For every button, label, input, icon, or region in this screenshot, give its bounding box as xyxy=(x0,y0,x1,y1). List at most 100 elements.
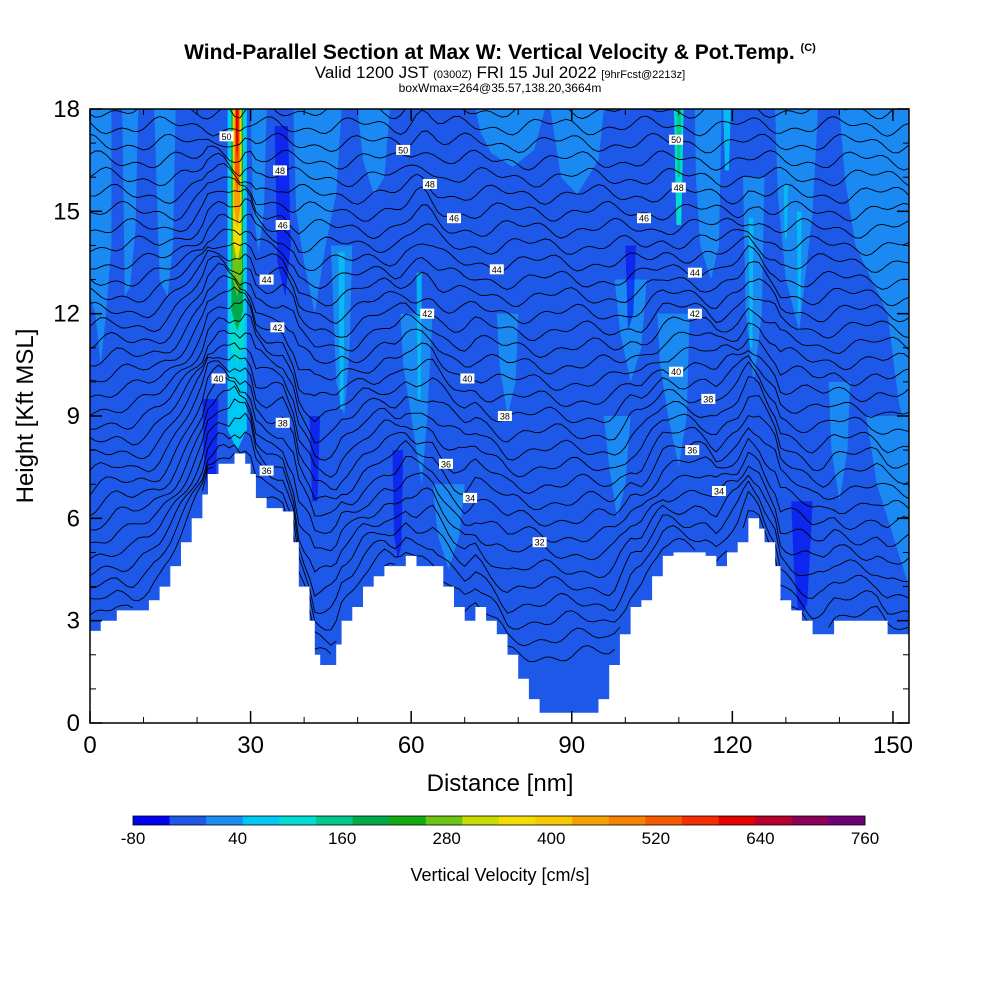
contour-label: 40 xyxy=(211,373,226,384)
light-blue-patch xyxy=(357,109,390,195)
contour-label: 40 xyxy=(669,366,684,377)
contour-label-text: 44 xyxy=(262,275,272,285)
colorbar-swatch xyxy=(682,816,719,825)
contour-label: 44 xyxy=(259,274,274,285)
updraft-column xyxy=(783,184,789,239)
contour-label: 44 xyxy=(687,267,702,278)
pot-temp-isoline xyxy=(90,466,909,647)
x-tick-label: 30 xyxy=(237,732,264,759)
pot-temp-isoline xyxy=(90,145,909,171)
pot-temp-isoline xyxy=(90,76,909,102)
light-blue-patch xyxy=(400,313,433,485)
colorbar-swatch xyxy=(389,816,427,825)
colorbar-tick-label: 400 xyxy=(537,829,565,848)
pot-temp-isoline xyxy=(90,298,909,408)
colorbar-swatch xyxy=(645,816,683,825)
contour-label: 42 xyxy=(687,308,702,319)
contour-label: 38 xyxy=(497,411,512,422)
pot-temp-isoline xyxy=(90,364,909,511)
contour-label-text: 48 xyxy=(674,183,684,193)
pot-temp-isoline xyxy=(90,431,909,597)
pot-temp-isoline xyxy=(90,385,909,543)
contour-label: 44 xyxy=(489,264,504,275)
y-tick-label: 18 xyxy=(53,96,80,123)
contour-label-text: 38 xyxy=(703,394,713,404)
terrain-fill xyxy=(90,453,909,723)
y-tick-label: 0 xyxy=(67,710,80,737)
valid-time-line: Valid 1200 JST (0300Z) FRI 15 Jul 2022 [… xyxy=(0,63,1000,83)
contour-label: 46 xyxy=(275,220,290,231)
light-blue-patch xyxy=(839,109,909,451)
colorbar-swatch xyxy=(242,816,280,825)
colorbar-tick-label: 640 xyxy=(746,829,774,848)
x-tick-label: 60 xyxy=(398,732,425,759)
contour-label: 50 xyxy=(219,131,234,142)
pot-temp-isoline xyxy=(90,262,909,358)
pot-temp-isoline xyxy=(90,313,909,424)
contour-label-text: 48 xyxy=(425,180,435,190)
colorbar-tick-label: 40 xyxy=(228,829,247,848)
colorbar-swatch xyxy=(718,816,756,825)
colorbar-swatch xyxy=(206,816,244,825)
contour-label: 50 xyxy=(669,134,684,145)
contour-label: 48 xyxy=(671,182,686,193)
updraft-column xyxy=(748,218,754,348)
light-blue-patch xyxy=(694,109,722,280)
y-axis-label: Height [Kft MSL] xyxy=(12,329,39,504)
light-blue-patch xyxy=(550,109,604,195)
y-tick-label: 12 xyxy=(53,301,80,328)
contour-label: 42 xyxy=(420,308,435,319)
y-tick-label: 15 xyxy=(53,198,80,225)
pot-temp-isoline xyxy=(90,162,909,205)
pot-temp-isoline xyxy=(90,412,909,579)
x-tick-label: 150 xyxy=(873,732,913,759)
x-tick-label: 0 xyxy=(83,732,96,759)
contour-label-text: 40 xyxy=(213,374,223,384)
colorbar-swatch xyxy=(535,816,573,825)
colorbar-label: Vertical Velocity [cm/s] xyxy=(410,865,589,885)
colorbar-swatch xyxy=(499,816,536,825)
contour-label-text: 46 xyxy=(449,214,459,224)
pot-temp-isoline xyxy=(90,255,909,342)
downdraft-patch xyxy=(625,245,636,331)
colorbar-swatch xyxy=(462,816,500,825)
pot-temp-isoline xyxy=(90,109,909,137)
x-tick-label: 90 xyxy=(558,732,585,759)
contour-label-text: 34 xyxy=(714,487,724,497)
title-unit-mark: (C) xyxy=(800,42,816,54)
light-blue-patch xyxy=(293,109,342,314)
contour-label-text: 42 xyxy=(422,309,432,319)
contour-label: 36 xyxy=(439,458,453,469)
colorbar-swatch xyxy=(352,816,390,825)
contour-label-text: 42 xyxy=(690,309,700,319)
main-updraft-band xyxy=(236,109,239,161)
pot-temp-isoline xyxy=(90,228,909,290)
pot-temp-isoline xyxy=(90,398,909,561)
contour-label: 38 xyxy=(701,393,716,404)
pot-temp-isoline xyxy=(90,274,909,375)
colorbar-swatch xyxy=(608,816,646,825)
pot-temp-isoline xyxy=(90,242,909,307)
colorbar-swatch xyxy=(279,816,317,825)
valid-prefix: Valid 1200 JST xyxy=(314,63,429,82)
forecast-tag: [9hrFcst@2213z] xyxy=(601,69,686,81)
colorbar-swatch xyxy=(572,816,610,825)
pot-temp-isoline xyxy=(90,342,909,461)
downdraft-patch xyxy=(392,450,404,560)
title-text: Wind-Parallel Section at Max W: Vertical… xyxy=(184,41,795,64)
contour-label-text: 42 xyxy=(272,323,282,333)
light-blue-patch xyxy=(828,381,851,502)
pot-temp-isoline xyxy=(90,360,909,495)
contour-label: 46 xyxy=(447,213,461,224)
colorbar: -80 40 160 280 400 520 640 760 xyxy=(121,815,879,848)
contour-label: 46 xyxy=(637,213,651,224)
contour-label-text: 50 xyxy=(221,132,231,142)
contour-label: 36 xyxy=(685,445,700,456)
light-blue-patch xyxy=(496,313,519,416)
light-blue-patch xyxy=(122,109,139,297)
pot-temp-isoline xyxy=(90,130,909,154)
y-tick-label: 3 xyxy=(67,608,80,635)
colorbar-swatch xyxy=(425,816,463,825)
colorbar-swatch xyxy=(828,816,866,825)
contour-label: 32 xyxy=(532,537,547,548)
